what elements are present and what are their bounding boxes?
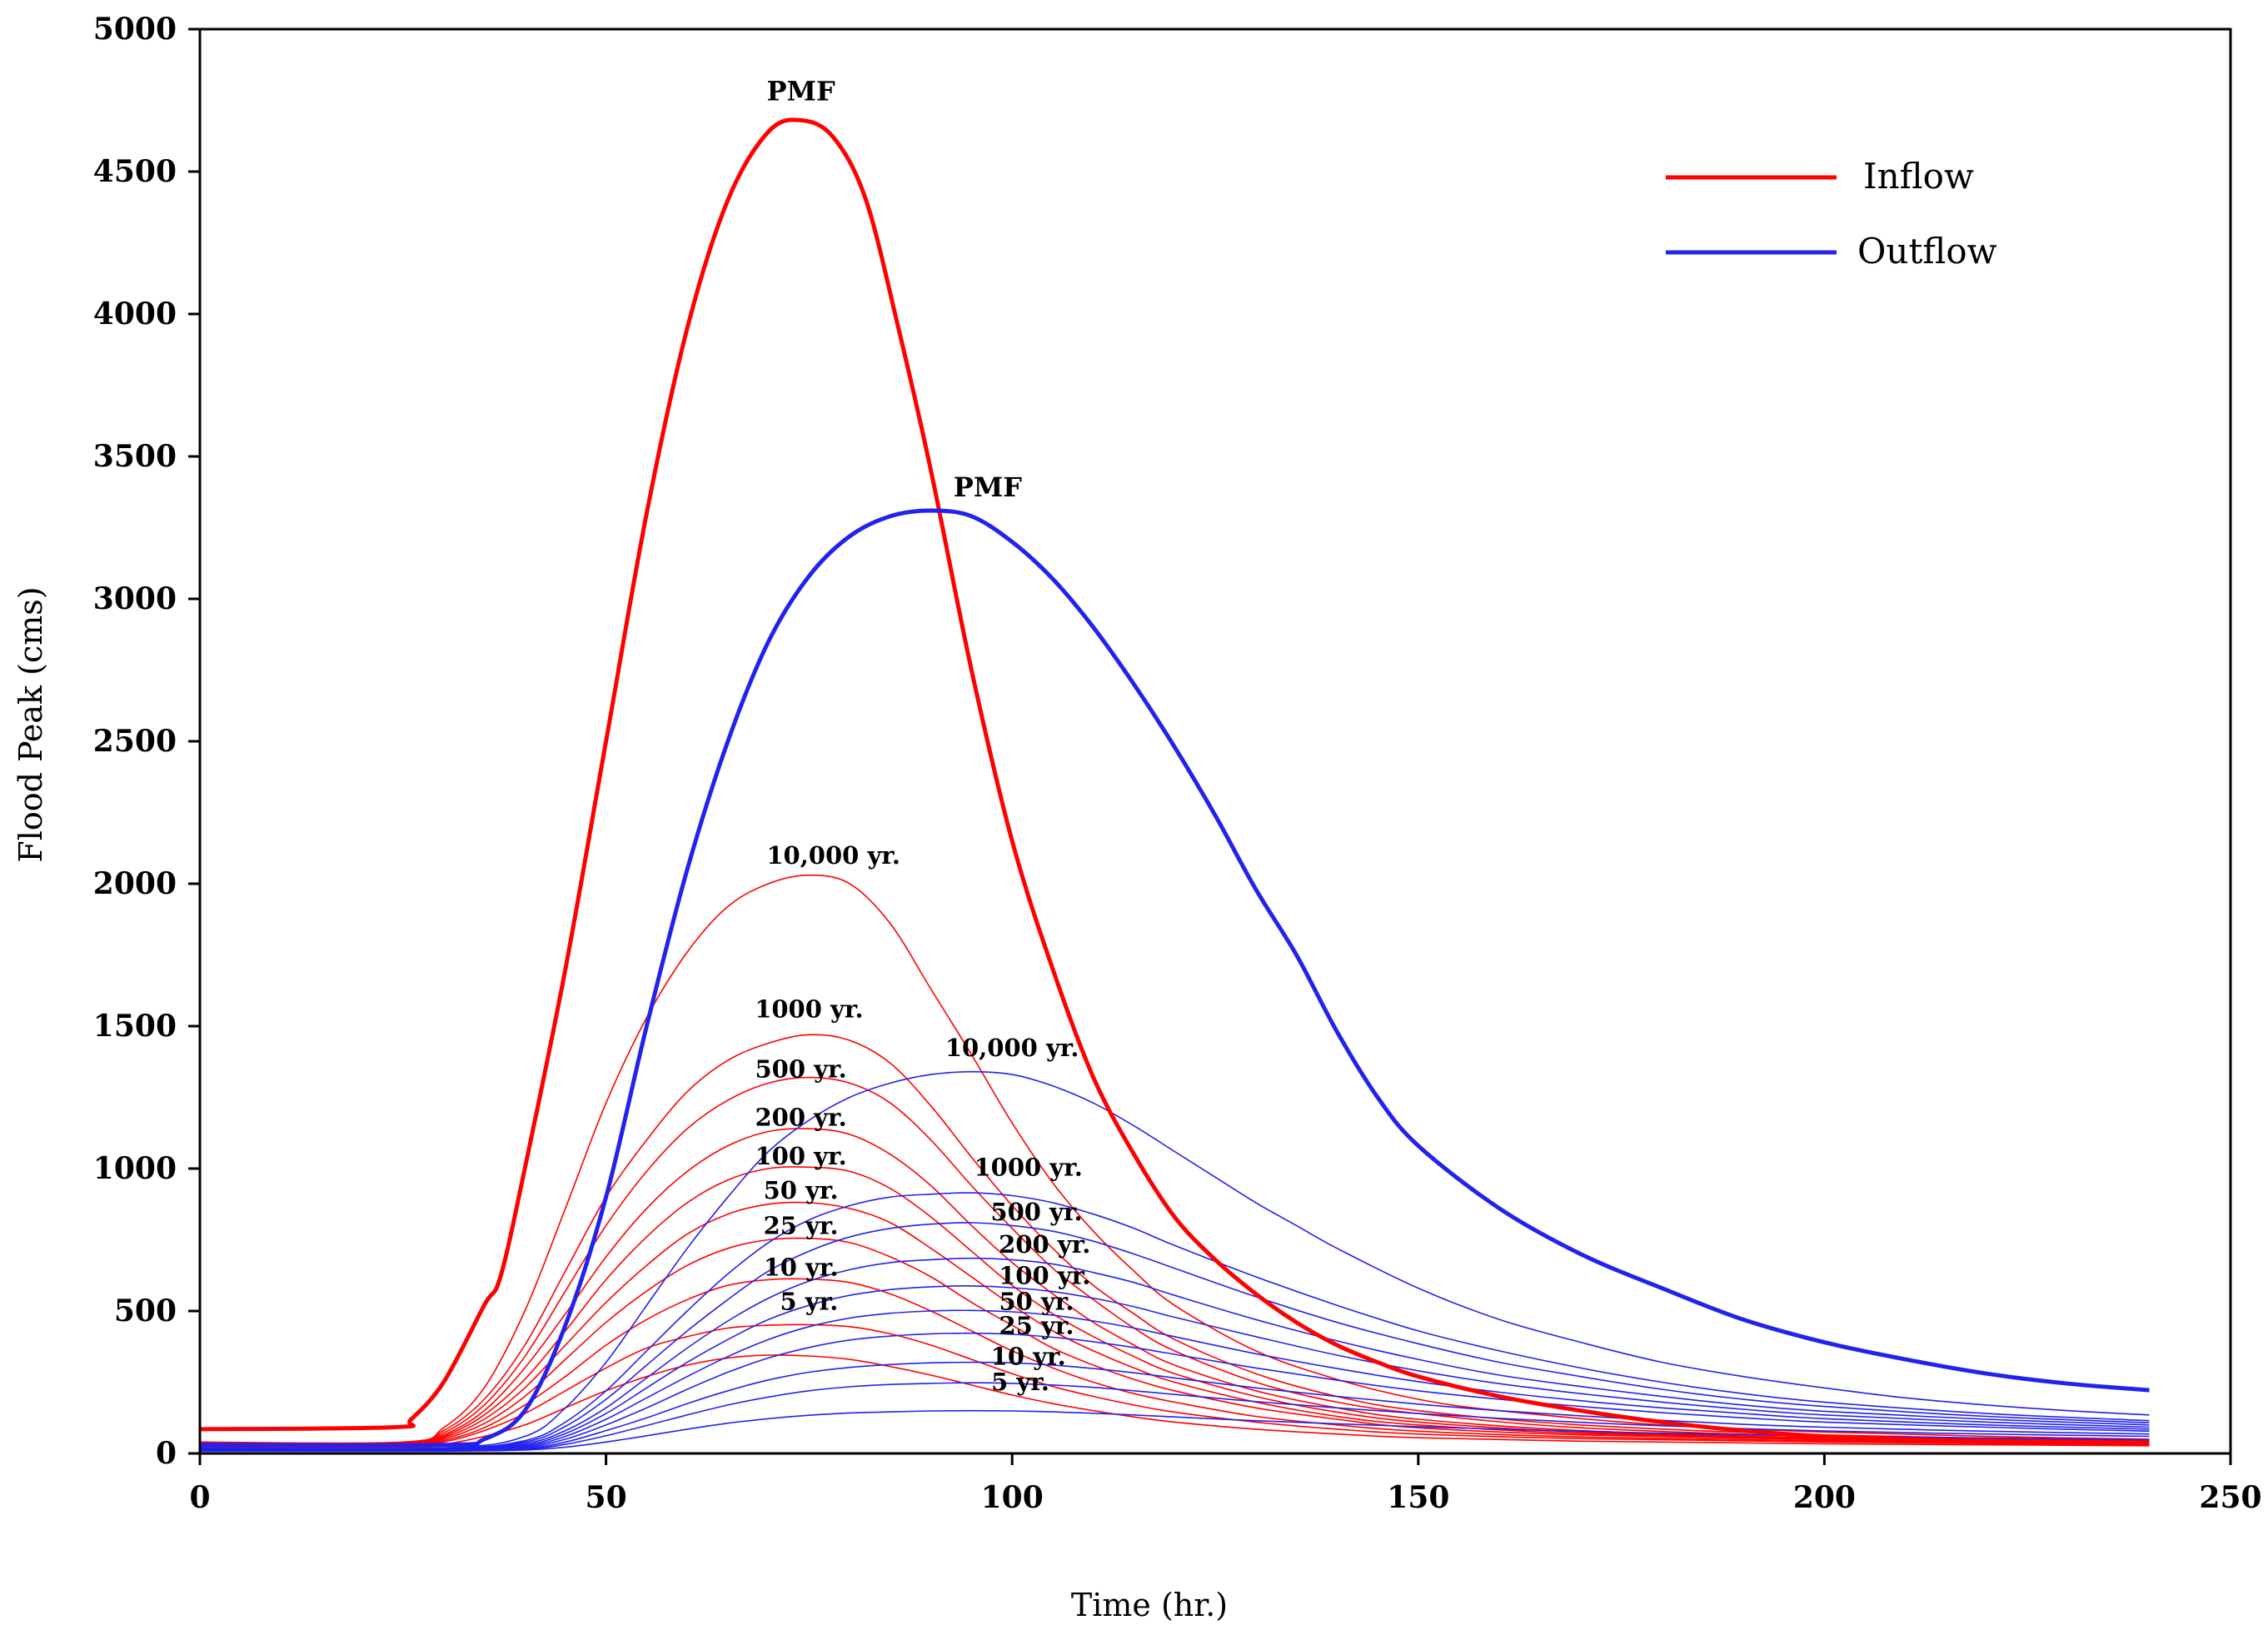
- curve-label-1000-yr-outflow: 1000 yr.: [974, 1154, 1083, 1182]
- y-tick-label: 1500: [93, 1009, 177, 1044]
- x-tick-label: 250: [2199, 1480, 2261, 1515]
- x-axis-title: Time (hr.): [1071, 1587, 1228, 1623]
- series-500-yr-inflow: [199, 1076, 2150, 1445]
- legend-inflow-label: Inflow: [1863, 156, 1974, 197]
- series-pmf-inflow: [199, 117, 2150, 1446]
- series-10-000-yr-outflow: [199, 1070, 2150, 1449]
- series-layer: [199, 117, 2150, 1453]
- curve-label-10-000-yr-outflow: 10,000 yr.: [945, 1034, 1079, 1062]
- curve-label-50-yr-inflow: 50 yr.: [764, 1176, 839, 1204]
- curve-label-100-yr-outflow: 100 yr.: [999, 1262, 1090, 1290]
- legend: Inflow Outflow: [1666, 156, 1997, 272]
- y-tick-label: 5000: [93, 12, 177, 47]
- curve-label-10-yr-outflow: 10 yr.: [991, 1342, 1066, 1370]
- curve-label-10-yr-inflow: 10 yr.: [764, 1253, 839, 1281]
- series-25-yr-inflow: [199, 1237, 2150, 1447]
- series-inflow-lowest: [199, 1354, 2150, 1449]
- y-tick-label: 1000: [93, 1151, 177, 1186]
- curve-label-500-yr-inflow: 500 yr.: [755, 1055, 846, 1084]
- series-10-000-yr-inflow: [199, 874, 2150, 1444]
- curve-label-25-yr-outflow: 25 yr.: [999, 1311, 1074, 1339]
- x-tick-label: 150: [1387, 1480, 1449, 1515]
- curve-label-50-yr-outflow: 50 yr.: [999, 1287, 1074, 1315]
- series-200-yr-inflow: [199, 1128, 2150, 1445]
- curve-label-25-yr-inflow: 25 yr.: [764, 1212, 839, 1240]
- series-1000-yr-inflow: [199, 1034, 2150, 1444]
- y-tick-label: 3000: [93, 581, 177, 616]
- curve-label-10-000-yr-inflow: 10,000 yr.: [766, 841, 900, 870]
- y-axis-title: Flood Peak (cms): [12, 586, 49, 862]
- curve-label-500-yr-outflow: 500 yr.: [990, 1198, 1082, 1226]
- curve-label-100-yr-inflow: 100 yr.: [755, 1142, 846, 1170]
- y-tick-label: 3500: [93, 439, 177, 474]
- curve-label-200-yr-inflow: 200 yr.: [755, 1104, 846, 1132]
- curve-label-5-yr-outflow: 5 yr.: [991, 1368, 1049, 1396]
- x-tick-label: 0: [189, 1480, 210, 1515]
- curve-label-pmf-inflow: PMF: [766, 76, 835, 107]
- series-10-yr-outflow: [199, 1361, 2150, 1452]
- series-1000-yr-outflow: [199, 1192, 2150, 1450]
- y-tick-label: 500: [114, 1294, 177, 1328]
- y-tick-label: 2500: [93, 724, 177, 759]
- series-25-yr-outflow: [199, 1332, 2150, 1451]
- y-tick-label: 4500: [93, 154, 177, 189]
- curve-labels-layer: PMF PMF 10,000 yr. 1000 yr. 500 yr. 200 yr. 10…: [755, 76, 1090, 1397]
- x-tick-label: 50: [586, 1480, 627, 1515]
- series-100-yr-outflow: [199, 1285, 2150, 1451]
- axes-layer: 0500100015002000250030003500400045005000…: [93, 12, 2262, 1515]
- y-tick-label: 4000: [93, 297, 177, 331]
- curve-label-1000-yr-inflow: 1000 yr.: [755, 995, 863, 1024]
- series-200-yr-outflow: [199, 1257, 2150, 1451]
- curve-label-200-yr-outflow: 200 yr.: [999, 1230, 1090, 1259]
- x-tick-label: 200: [1793, 1480, 1856, 1515]
- y-tick-label: 2000: [93, 866, 177, 901]
- x-tick-label: 100: [981, 1480, 1044, 1515]
- series-outflow-lowest: [199, 1409, 2150, 1453]
- series-pmf-outflow: [199, 508, 2150, 1448]
- series-10-yr-inflow: [199, 1278, 2150, 1448]
- legend-outflow-label: Outflow: [1857, 231, 1997, 272]
- series-5-yr-outflow: [199, 1382, 2150, 1452]
- curve-label-pmf-outflow: PMF: [954, 471, 1022, 503]
- series-500-yr-outflow: [199, 1222, 2150, 1450]
- curve-label-5-yr-inflow: 5 yr.: [780, 1287, 838, 1315]
- series-50-yr-outflow: [199, 1309, 2150, 1451]
- series-100-yr-inflow: [199, 1166, 2150, 1446]
- y-tick-label: 0: [156, 1436, 177, 1471]
